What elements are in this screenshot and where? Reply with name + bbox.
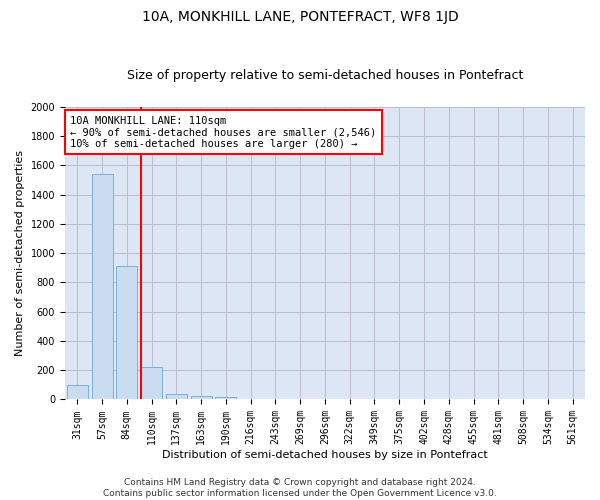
Title: Size of property relative to semi-detached houses in Pontefract: Size of property relative to semi-detach… xyxy=(127,69,523,82)
X-axis label: Distribution of semi-detached houses by size in Pontefract: Distribution of semi-detached houses by … xyxy=(162,450,488,460)
Text: Contains HM Land Registry data © Crown copyright and database right 2024.
Contai: Contains HM Land Registry data © Crown c… xyxy=(103,478,497,498)
Text: 10A, MONKHILL LANE, PONTEFRACT, WF8 1JD: 10A, MONKHILL LANE, PONTEFRACT, WF8 1JD xyxy=(142,10,458,24)
Bar xyxy=(191,396,212,400)
Bar xyxy=(67,385,88,400)
Bar xyxy=(92,174,113,400)
Bar xyxy=(166,394,187,400)
Y-axis label: Number of semi-detached properties: Number of semi-detached properties xyxy=(15,150,25,356)
Text: 10A MONKHILL LANE: 110sqm
← 90% of semi-detached houses are smaller (2,546)
10% : 10A MONKHILL LANE: 110sqm ← 90% of semi-… xyxy=(70,116,376,149)
Bar xyxy=(116,266,137,400)
Bar xyxy=(141,366,162,400)
Bar xyxy=(215,398,236,400)
